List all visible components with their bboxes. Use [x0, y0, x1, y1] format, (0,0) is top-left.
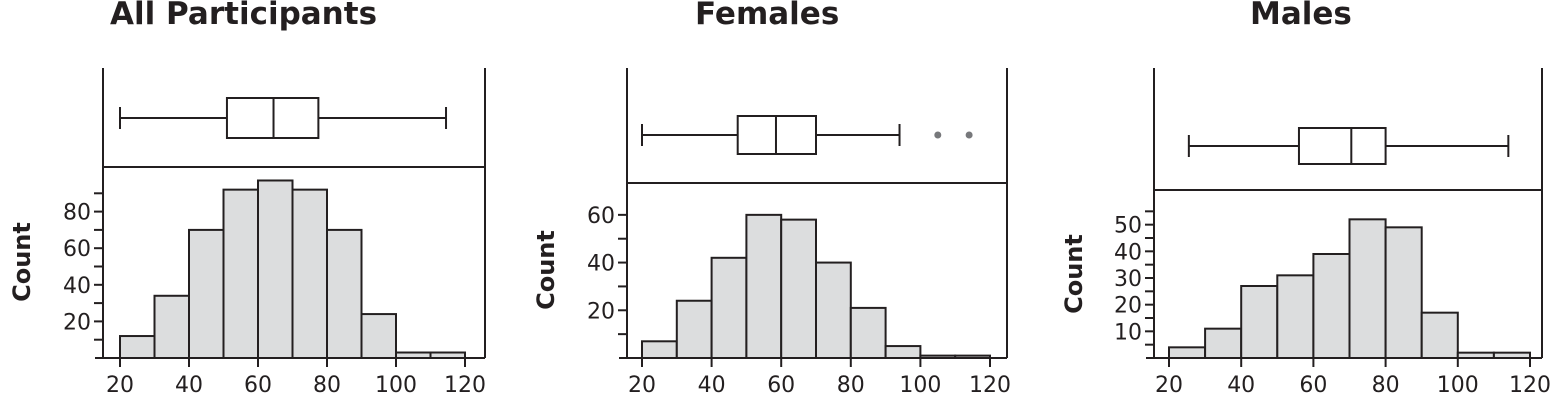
chart-title: Females [695, 0, 840, 32]
y-tick-label: 20 [63, 310, 91, 335]
y-axis-label: Count [8, 222, 36, 302]
histogram-bar [1348, 218, 1387, 359]
x-tick-label: 20 [628, 373, 656, 398]
histogram-bar [326, 228, 363, 359]
histogram-bar [710, 256, 748, 359]
x-tick-label: 60 [767, 373, 795, 398]
histogram-all-participants: 20 40 60 80 100 120 20 40 60 80 Count [8, 68, 486, 398]
histogram-bar [1204, 327, 1243, 359]
y-tick-label: 60 [63, 237, 91, 262]
x-tick-label: 20 [106, 373, 134, 398]
y-tick-label: 10 [1114, 320, 1142, 345]
y-tick-label: 60 [587, 204, 615, 229]
histogram-bar [222, 188, 259, 359]
x-tick-label: 60 [244, 373, 272, 398]
chart-title: All Participants [110, 0, 378, 32]
x-tick-label: 20 [1155, 373, 1183, 398]
histogram-bar [1456, 351, 1495, 359]
x-tick-label: 100 [899, 373, 941, 398]
y-tick-label: 20 [587, 299, 615, 324]
histogram-bar [119, 335, 156, 360]
x-tick-label: 100 [1437, 373, 1479, 398]
x-tick-label: 100 [375, 373, 417, 398]
histogram-females: 20 40 60 80 100 120 20 40 60 Count [532, 68, 1011, 398]
histogram-bar [291, 188, 328, 359]
y-tick-label: 50 [1114, 214, 1142, 239]
histogram-bar [153, 294, 190, 359]
histogram-bar [1492, 351, 1531, 359]
histogram-bar [884, 345, 922, 360]
histogram-bar [919, 354, 957, 360]
y-tick-label: 40 [63, 274, 91, 299]
histogram-bar [1312, 253, 1351, 359]
histogram-bar [395, 351, 432, 360]
histogram-bar [745, 213, 783, 359]
x-tick-label: 40 [698, 373, 726, 398]
x-tick-label: 40 [1227, 373, 1255, 398]
y-tick-label: 40 [1114, 240, 1142, 265]
histogram-bar [360, 313, 397, 359]
histogram-bar [1168, 346, 1207, 360]
y-tick-label: 30 [1114, 267, 1142, 292]
chart-title: Males [1250, 0, 1352, 32]
boxplot-box [1297, 127, 1387, 165]
histogram-bar [780, 218, 818, 359]
y-axis-label: Count [1060, 234, 1088, 314]
x-tick-label: 80 [1372, 373, 1400, 398]
histogram-bar [1240, 285, 1279, 359]
x-tick-label: 80 [837, 373, 865, 398]
x-tick-label: 120 [444, 373, 486, 398]
histogram-bar [257, 179, 294, 359]
histogram-bar [675, 299, 713, 359]
x-tick-label: 120 [969, 373, 1011, 398]
y-tick-label: 40 [587, 252, 615, 277]
histogram-bar [815, 261, 852, 360]
x-tick-label: 80 [313, 373, 341, 398]
histogram-bar [849, 306, 887, 359]
histogram-bar [641, 340, 678, 359]
histogram-bar [954, 354, 992, 360]
histogram-bar [1384, 226, 1423, 359]
y-tick-label: 20 [1114, 294, 1142, 319]
histogram-bar [1276, 274, 1315, 360]
boxplot-outlier-point [965, 131, 973, 139]
x-tick-label: 120 [1509, 373, 1551, 398]
y-tick-label: 80 [63, 201, 91, 226]
x-tick-label: 60 [1299, 373, 1327, 398]
boxplot-outlier-point [934, 131, 942, 139]
histogram-bar [429, 351, 466, 360]
histogram-bar [1420, 311, 1459, 359]
histogram-bar [188, 228, 225, 359]
x-tick-label: 40 [175, 373, 203, 398]
y-axis-label: Count [532, 230, 560, 310]
